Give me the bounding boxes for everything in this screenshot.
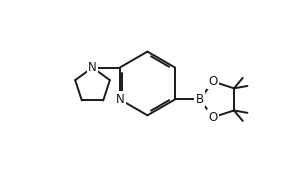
Text: O: O xyxy=(208,111,218,124)
Text: N: N xyxy=(88,61,97,74)
Text: B: B xyxy=(196,93,204,106)
Text: O: O xyxy=(208,75,218,88)
Text: N: N xyxy=(116,93,124,106)
